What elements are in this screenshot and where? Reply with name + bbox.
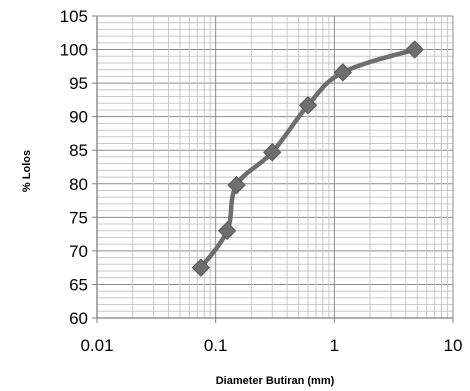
data-point-marker (263, 143, 282, 162)
x-axis-title: Diameter Butiran (mm) (216, 375, 335, 387)
data-point-marker (191, 258, 211, 277)
y-tick-label: 80 (69, 175, 88, 194)
y-tick-label: 95 (69, 74, 88, 93)
x-tick-labels: 0.01 0.1 1 10 (80, 318, 462, 355)
data-series (191, 40, 424, 277)
x-tick-label: 0.01 (80, 336, 113, 355)
data-point-marker (298, 96, 318, 115)
grid-lines (96, 15, 454, 319)
x-tick-label: 0.1 (204, 336, 228, 355)
y-tick-label: 90 (69, 108, 88, 127)
y-tick-label: 65 (69, 275, 88, 294)
y-tick-label: 85 (69, 141, 88, 160)
data-point-marker (227, 175, 246, 195)
x-tick-label: 10 (444, 336, 463, 355)
y-axis-title: % Lolos (21, 150, 33, 192)
y-tick-label: 60 (69, 309, 88, 328)
x-tick-label: 1 (330, 336, 339, 355)
y-tick-label: 105 (60, 7, 88, 26)
data-point-marker (333, 63, 353, 82)
y-tick-labels: 60 65 70 75 80 85 90 95 100 105 (60, 7, 97, 328)
y-tick-label: 75 (69, 208, 88, 227)
plot-frame (96, 16, 453, 319)
data-point-marker (217, 221, 237, 240)
data-point-marker (405, 40, 424, 59)
y-tick-label: 100 (60, 41, 88, 60)
y-tick-label: 70 (69, 242, 88, 261)
